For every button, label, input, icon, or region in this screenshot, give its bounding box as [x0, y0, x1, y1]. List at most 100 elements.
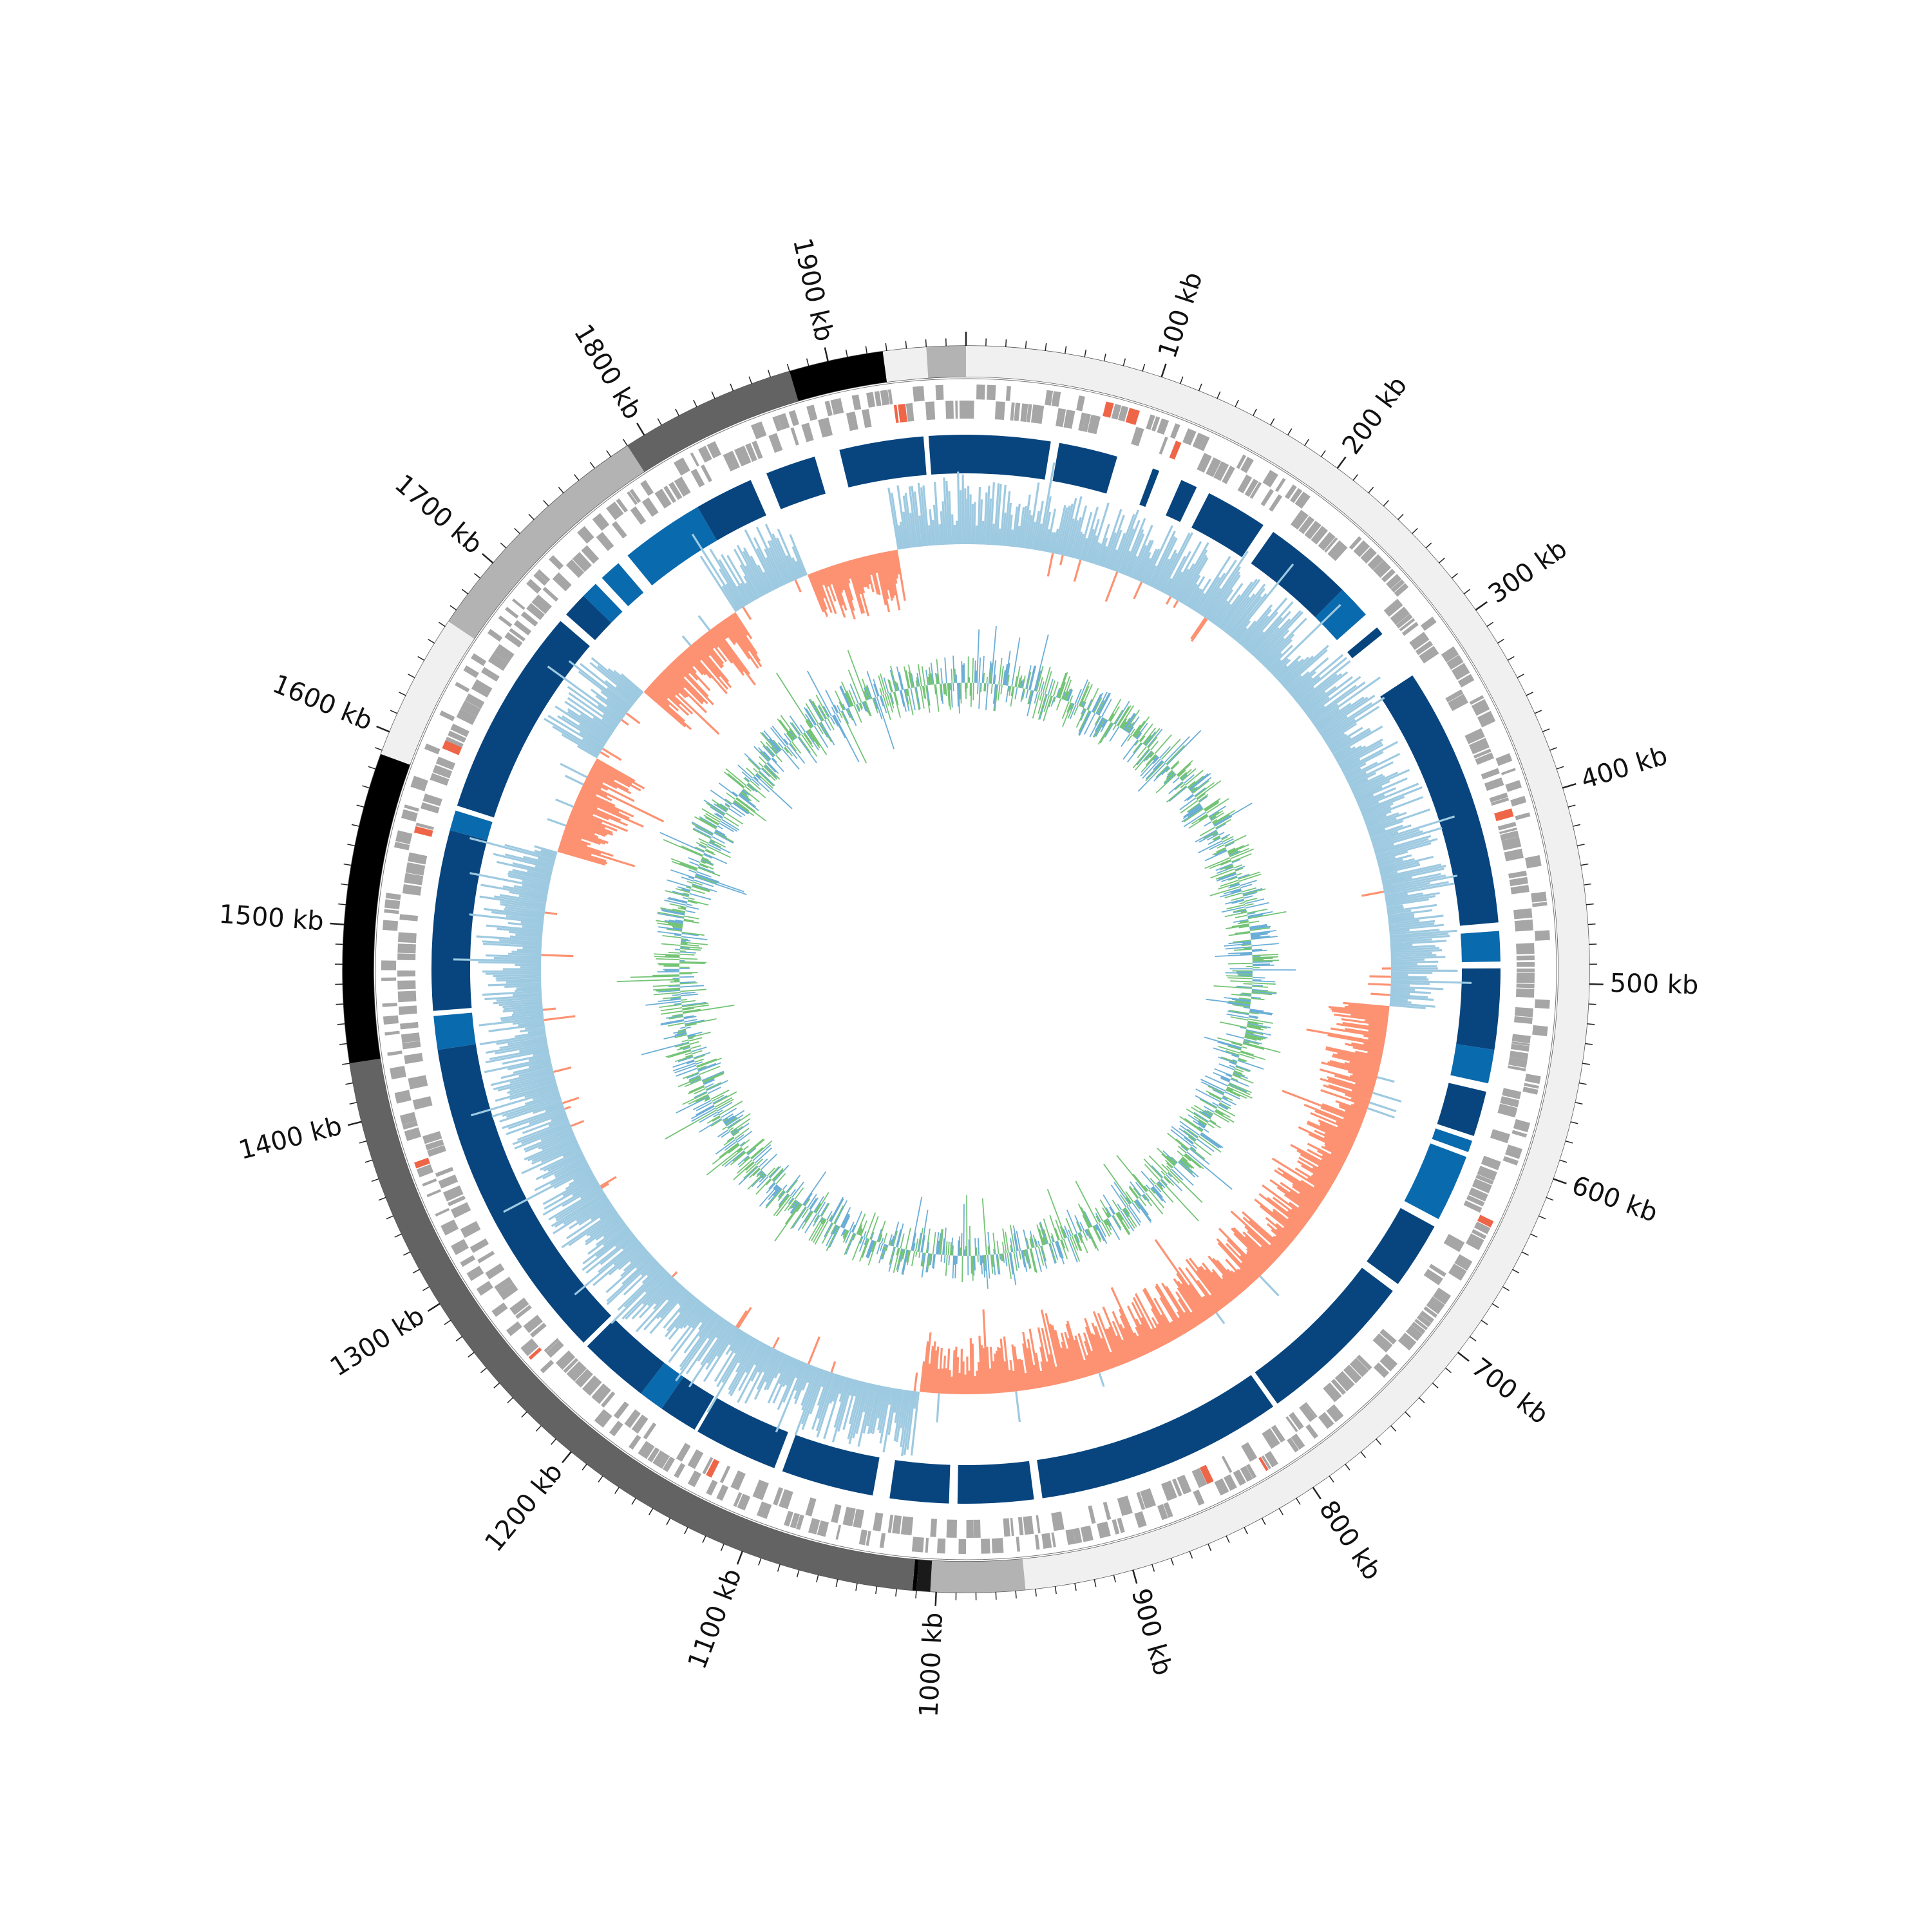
gene-feature	[627, 491, 638, 506]
gene-feature	[488, 652, 509, 671]
gene-feature	[594, 1409, 612, 1428]
minor-tick	[1320, 450, 1326, 457]
minor-tick	[684, 1526, 688, 1535]
minor-tick	[1486, 621, 1494, 627]
gene-feature	[1472, 1179, 1492, 1193]
gene-feature	[435, 756, 455, 770]
gene-feature	[1287, 1437, 1300, 1453]
homology-block	[1166, 480, 1197, 522]
gene-feature	[408, 852, 428, 865]
minor-tick	[1497, 638, 1504, 644]
minor-tick	[336, 1003, 344, 1005]
minor-tick	[816, 1575, 819, 1583]
gene-feature	[494, 1276, 513, 1293]
minor-tick	[1368, 487, 1374, 494]
homology-block	[1191, 493, 1264, 558]
gene-feature	[1056, 408, 1066, 428]
gene-feature	[1500, 830, 1519, 841]
gene-feature	[565, 559, 585, 578]
homology-block	[601, 563, 644, 607]
major-tick	[1553, 1178, 1567, 1185]
minor-tick	[1451, 573, 1458, 579]
gc-blue-series	[641, 626, 1296, 1289]
homology-block	[697, 480, 766, 541]
gene-feature	[400, 1021, 419, 1030]
gene-feature	[397, 990, 417, 1003]
gene-feature	[1331, 1378, 1347, 1396]
gene-feature	[1003, 1518, 1010, 1537]
gene-feature	[540, 1359, 554, 1374]
gene-feature	[1511, 1041, 1530, 1046]
minor-tick	[1208, 1543, 1212, 1551]
homology-block	[928, 435, 966, 475]
gene-feature	[385, 893, 401, 900]
minor-tick	[1586, 903, 1594, 905]
gene-feature	[435, 1167, 454, 1177]
gene-feature	[536, 569, 551, 583]
gene-feature	[383, 920, 399, 931]
gene-feature-track	[375, 378, 1557, 1560]
minor-tick	[1588, 1003, 1596, 1005]
minor-tick	[1549, 747, 1557, 751]
gene-feature	[1318, 531, 1336, 551]
gene-feature	[1290, 509, 1309, 530]
minor-tick	[835, 1579, 838, 1587]
gene-feature	[930, 1519, 937, 1537]
gene-feature	[630, 506, 647, 525]
gene-feature	[1502, 1156, 1519, 1166]
gene-feature	[805, 1497, 817, 1517]
gene-feature	[1160, 1480, 1178, 1501]
minor-tick	[450, 605, 457, 611]
gene-feature	[1443, 1234, 1465, 1253]
gene-feature	[609, 1421, 623, 1437]
minor-tick	[1425, 542, 1432, 549]
minor-tick	[1345, 1463, 1350, 1471]
gene-feature	[399, 914, 419, 922]
gene-feature	[1475, 752, 1494, 765]
gene-feature	[513, 620, 532, 636]
minor-tick	[394, 1233, 402, 1238]
gene-feature	[1334, 1370, 1355, 1392]
gene-feature	[1177, 1474, 1192, 1495]
gene-feature	[616, 498, 629, 513]
gene-feature	[1131, 426, 1144, 446]
outer-band-segment	[350, 1058, 915, 1591]
gene-feature	[946, 1519, 957, 1538]
gene-feature	[1535, 930, 1550, 941]
gene-feature	[1051, 391, 1061, 407]
gene-feature	[866, 392, 876, 408]
major-tick	[1475, 601, 1488, 611]
minor-tick	[1582, 1063, 1590, 1065]
gene-feature	[450, 723, 469, 737]
outer-band-segment	[627, 371, 799, 472]
gene-feature	[911, 1537, 924, 1553]
gene-feature	[663, 486, 677, 504]
gene-feature	[1112, 1519, 1120, 1535]
gene-feature	[1192, 432, 1206, 450]
gene-feature	[592, 513, 610, 531]
tick-label: 1300 kb	[325, 1301, 430, 1382]
major-tick	[824, 347, 829, 362]
tick-label: 1000 kb	[914, 1612, 949, 1718]
homology-block	[1255, 1267, 1393, 1404]
minor-tick	[535, 1425, 542, 1432]
gene-feature	[1206, 457, 1222, 477]
minor-tick	[702, 1535, 706, 1543]
gene-feature	[790, 427, 799, 446]
gene-feature	[1271, 1425, 1285, 1443]
gene-feature	[935, 384, 944, 401]
gene-feature	[442, 1185, 464, 1202]
gene-feature	[1026, 404, 1032, 422]
minor-tick	[1142, 363, 1146, 372]
gene-feature	[1298, 516, 1315, 535]
gene-feature	[1522, 1086, 1539, 1095]
gene-feature	[702, 1457, 714, 1475]
gene-feature	[638, 1441, 655, 1459]
gene-feature	[435, 1208, 450, 1217]
minor-tick	[359, 1140, 367, 1144]
gene-feature	[387, 1050, 402, 1056]
major-tick	[347, 1121, 362, 1126]
gene-feature	[900, 1516, 914, 1535]
gene-feature	[1356, 1354, 1372, 1370]
gene-feature	[1515, 812, 1531, 820]
